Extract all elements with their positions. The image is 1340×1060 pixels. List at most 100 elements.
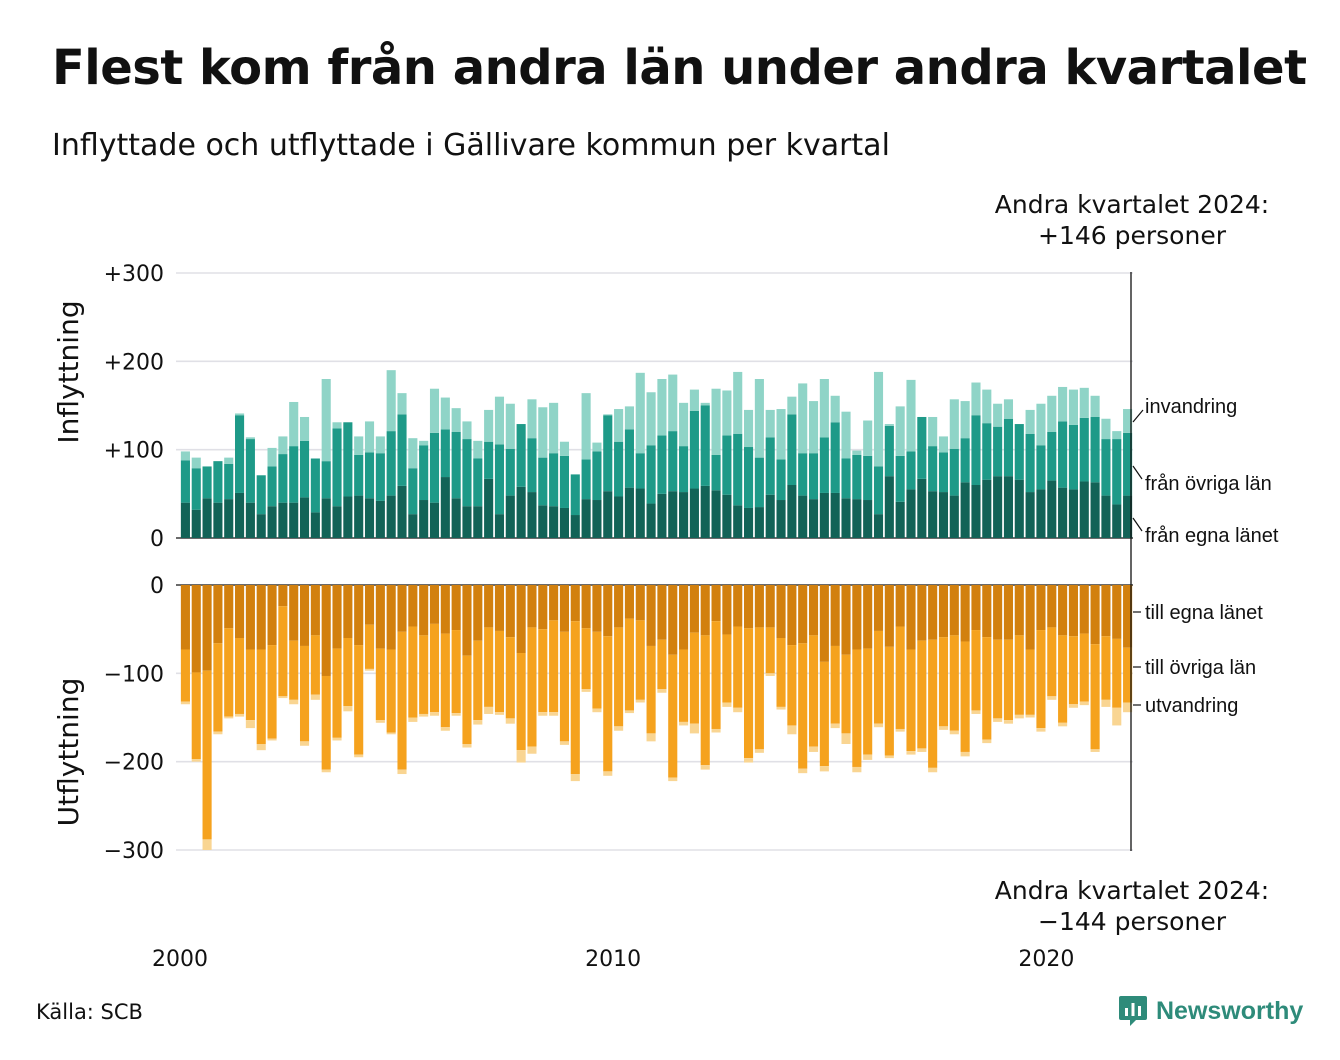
bars-utflyttning — [180, 585, 1133, 850]
bar-in-2-20 — [397, 393, 407, 415]
bar-in-2-83 — [1079, 387, 1089, 418]
bar-out-0-17 — [364, 585, 375, 625]
bar-in-0-47 — [689, 488, 699, 538]
bar-out-0-3 — [213, 585, 223, 644]
legend-till-ovriga-lan: till övriga län — [1145, 657, 1256, 679]
bar-in-2-73 — [971, 382, 981, 416]
bar-in-0-27 — [473, 506, 483, 538]
bar-in-0-51 — [733, 505, 743, 538]
bar-in-0-60 — [830, 492, 840, 538]
bar-out-1-33 — [538, 629, 548, 713]
bar-in-2-69 — [928, 416, 938, 447]
bar-in-1-82 — [1068, 424, 1078, 490]
bar-out-1-25 — [451, 630, 461, 714]
bottom-annotation-line1: Andra kvartalet 2024: — [995, 876, 1269, 905]
bar-out-1-24 — [440, 633, 450, 728]
bar-out-2-34 — [549, 712, 559, 716]
bar-in-2-34 — [549, 402, 559, 454]
bar-in-0-81 — [1058, 487, 1068, 538]
bar-in-1-55 — [776, 459, 786, 501]
bar-in-0-21 — [408, 514, 418, 538]
bar-out-2-74 — [982, 739, 992, 744]
bar-out-1-19 — [386, 649, 396, 733]
bar-in-1-83 — [1079, 417, 1089, 482]
bar-in-1-21 — [408, 468, 418, 515]
bar-out-2-14 — [332, 737, 342, 741]
bar-out-1-43 — [646, 645, 656, 734]
bar-out-0-13 — [321, 585, 331, 676]
bar-in-2-14 — [332, 422, 342, 429]
bar-out-1-34 — [549, 620, 559, 713]
bar-in-2-11 — [299, 416, 310, 441]
bar-in-2-65 — [884, 424, 894, 426]
bar-in-0-83 — [1079, 481, 1089, 538]
bar-in-1-5 — [235, 415, 245, 493]
bar-out-2-77 — [1014, 714, 1024, 719]
bar-out-0-87 — [1123, 585, 1133, 648]
bar-in-2-41 — [624, 406, 634, 430]
bar-out-2-15 — [343, 706, 353, 712]
bar-in-1-46 — [679, 446, 689, 493]
bar-in-2-10 — [289, 401, 299, 447]
bar-out-2-26 — [462, 744, 472, 748]
bar-in-1-22 — [419, 445, 429, 501]
bar-in-0-67 — [906, 489, 916, 538]
bar-in-2-62 — [852, 450, 862, 455]
bar-out-0-6 — [245, 585, 255, 650]
bar-in-0-78 — [1025, 492, 1035, 538]
bar-out-1-53 — [754, 627, 764, 750]
bar-out-0-57 — [798, 585, 808, 644]
y-tick-bottom-2: −200 — [104, 751, 164, 776]
bar-in-0-35 — [559, 507, 569, 538]
bar-in-1-85 — [1101, 439, 1111, 496]
bar-in-0-54 — [765, 494, 775, 538]
bar-in-0-12 — [310, 512, 320, 538]
bar-in-0-53 — [754, 507, 764, 538]
bar-out-2-13 — [321, 769, 331, 773]
bar-out-2-68 — [917, 748, 927, 752]
bar-out-2-45 — [668, 777, 678, 782]
bar-out-2-52 — [744, 758, 754, 763]
bar-out-2-75 — [993, 718, 1003, 722]
bar-in-0-73 — [971, 485, 981, 538]
bar-in-1-58 — [808, 453, 819, 500]
bar-in-1-18 — [375, 453, 385, 501]
bar-in-0-57 — [798, 495, 808, 538]
bottom-annotation-line2: −144 personer — [1038, 907, 1227, 936]
bar-out-2-0 — [180, 701, 190, 705]
bar-out-1-6 — [245, 649, 255, 721]
bar-in-0-44 — [657, 493, 667, 538]
bar-in-1-78 — [1025, 433, 1035, 493]
bar-out-0-75 — [993, 585, 1003, 640]
bar-out-2-63 — [863, 754, 873, 760]
bar-in-0-5 — [235, 492, 245, 538]
legend-inflyttning: invandring från övriga län från egna län… — [1132, 396, 1279, 547]
bar-in-1-73 — [971, 415, 981, 485]
bar-in-0-40 — [614, 496, 624, 538]
bar-in-1-77 — [1014, 424, 1024, 480]
bar-out-1-82 — [1068, 636, 1078, 705]
bar-out-0-47 — [689, 585, 699, 633]
bar-out-1-0 — [180, 649, 190, 702]
bar-out-1-2 — [202, 670, 212, 840]
bar-out-1-83 — [1079, 633, 1089, 702]
bar-out-0-31 — [516, 585, 526, 654]
bar-out-0-44 — [657, 585, 667, 640]
bar-out-1-49 — [711, 621, 721, 729]
bar-out-1-58 — [808, 635, 819, 747]
y-tick-labels: +300 +200 +100 0 0 −100 −200 −300 — [104, 262, 164, 864]
bar-in-0-3 — [213, 502, 223, 538]
bar-out-2-36 — [570, 774, 580, 782]
bar-in-2-67 — [906, 379, 916, 452]
newsworthy-logo[interactable]: Newsworthy — [1118, 994, 1303, 1028]
bar-out-2-12 — [310, 694, 320, 700]
bar-out-1-84 — [1090, 644, 1100, 750]
bar-out-1-32 — [527, 627, 537, 747]
bar-out-1-42 — [635, 620, 645, 700]
bar-in-0-23 — [429, 502, 440, 538]
bar-out-2-58 — [808, 746, 819, 752]
bar-out-0-68 — [917, 585, 927, 641]
y-tick-bottom-0: 0 — [150, 574, 164, 599]
bar-in-2-16 — [354, 436, 364, 455]
y-tick-top-2: +100 — [104, 439, 164, 464]
